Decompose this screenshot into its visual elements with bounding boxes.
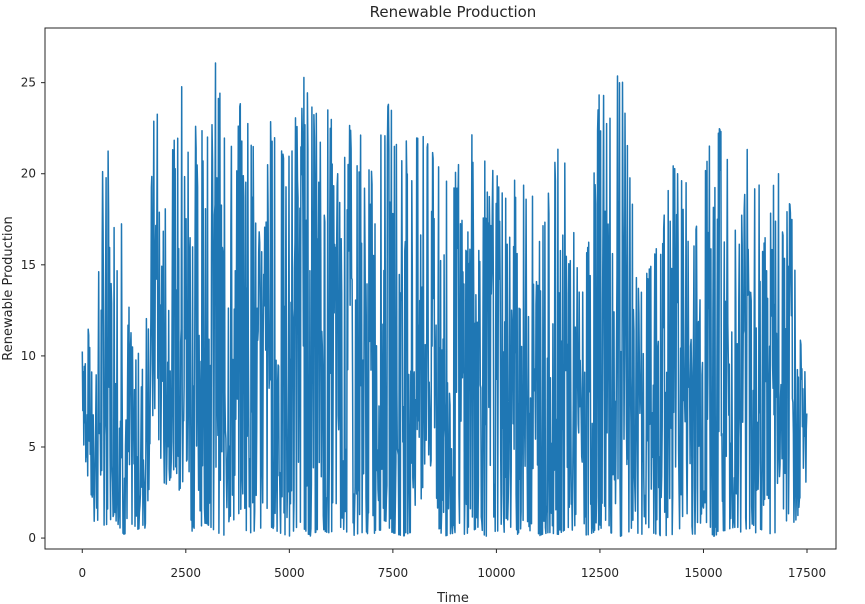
- x-tick-label: 10000: [477, 566, 515, 580]
- y-tick-label: 0: [28, 531, 36, 545]
- y-axis: 0 5 10 15 20 25: [21, 76, 45, 545]
- x-tick-label: 2500: [171, 566, 202, 580]
- series-line: [81, 62, 808, 537]
- y-tick-label: 20: [21, 167, 36, 181]
- y-axis-title: Renewable Production: [1, 216, 16, 360]
- x-tick-label: 17500: [788, 566, 826, 580]
- x-axis-title: Time: [436, 591, 469, 604]
- x-tick-label: 15000: [684, 566, 722, 580]
- plot-frame: [44, 27, 837, 550]
- y-tick-label: 5: [28, 440, 36, 454]
- x-tick-label: 12500: [581, 566, 619, 580]
- x-axis: 0 2500 5000 7500 10000 12500 15000 17500: [78, 549, 826, 580]
- y-tick-label: 25: [21, 76, 36, 90]
- y-tick-label: 10: [21, 349, 36, 363]
- x-tick-label: 7500: [378, 566, 409, 580]
- y-tick-label: 15: [21, 258, 36, 272]
- series-group: [81, 62, 808, 537]
- chart-title: Renewable Production: [370, 3, 537, 21]
- x-tick-label: 0: [78, 566, 86, 580]
- x-tick-label: 5000: [274, 566, 305, 580]
